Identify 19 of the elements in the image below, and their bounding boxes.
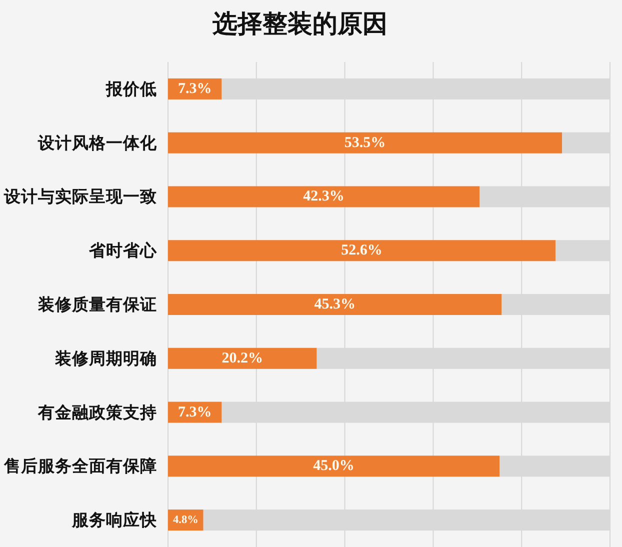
data-label: 45.3%: [314, 296, 356, 312]
data-label: 20.2%: [222, 350, 264, 366]
category-label: 省时省心: [89, 241, 157, 260]
category-label: 报价低: [106, 79, 157, 98]
data-label: 7.3%: [178, 404, 212, 420]
data-label: 53.5%: [344, 134, 386, 151]
data-label: 45.0%: [313, 458, 354, 474]
data-label: 52.6%: [341, 242, 382, 259]
category-label: 售后服务全面有保障: [4, 456, 157, 476]
category-label: 装修周期明确: [55, 348, 157, 368]
category-label: 装修质量有保证: [38, 295, 157, 314]
category-label: 设计风格一体化: [38, 133, 157, 152]
category-label: 服务响应快: [72, 510, 157, 530]
category-label: 有金融政策支持: [38, 402, 157, 422]
data-label: 42.3%: [303, 188, 344, 205]
data-label: 7.3%: [178, 80, 212, 97]
data-label: 4.8%: [173, 514, 198, 526]
title: 选择整装的原因: [212, 9, 388, 38]
category-label: 设计与实际呈现一致: [4, 187, 157, 206]
